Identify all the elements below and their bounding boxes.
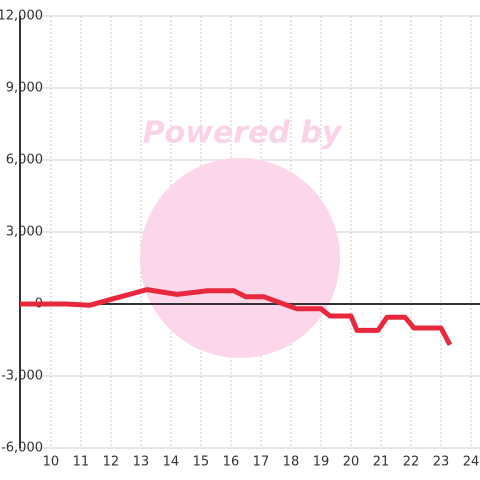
y-tick-label: -6,000 [1,441,43,456]
x-tick-label: 12 [103,455,120,470]
x-tick-label: 20 [343,455,360,470]
x-tick-label: 14 [163,455,180,470]
y-tick-label: 6,000 [6,153,43,168]
x-tick-label: 10 [43,455,60,470]
x-tick-label: 13 [133,455,150,470]
y-tick-label: 9,000 [6,81,43,96]
x-tick-label: 16 [223,455,240,470]
x-tick-label: 22 [403,455,420,470]
y-tick-label: 12,000 [0,9,43,24]
x-tick-label: 19 [313,455,330,470]
x-tick-label: 17 [253,455,270,470]
x-tick-label: 11 [73,455,90,470]
x-tick-label: 21 [373,455,390,470]
series-line [20,287,453,346]
x-tick-label: 18 [283,455,300,470]
x-tick-label: 24 [463,455,480,470]
watermark-logo [140,158,340,358]
y-tick-label: 3,000 [6,225,43,240]
x-tick-label: 23 [433,455,450,470]
watermark: Powered by [143,116,343,151]
x-tick-label: 15 [193,455,210,470]
y-tick-label: -3,000 [1,369,43,384]
